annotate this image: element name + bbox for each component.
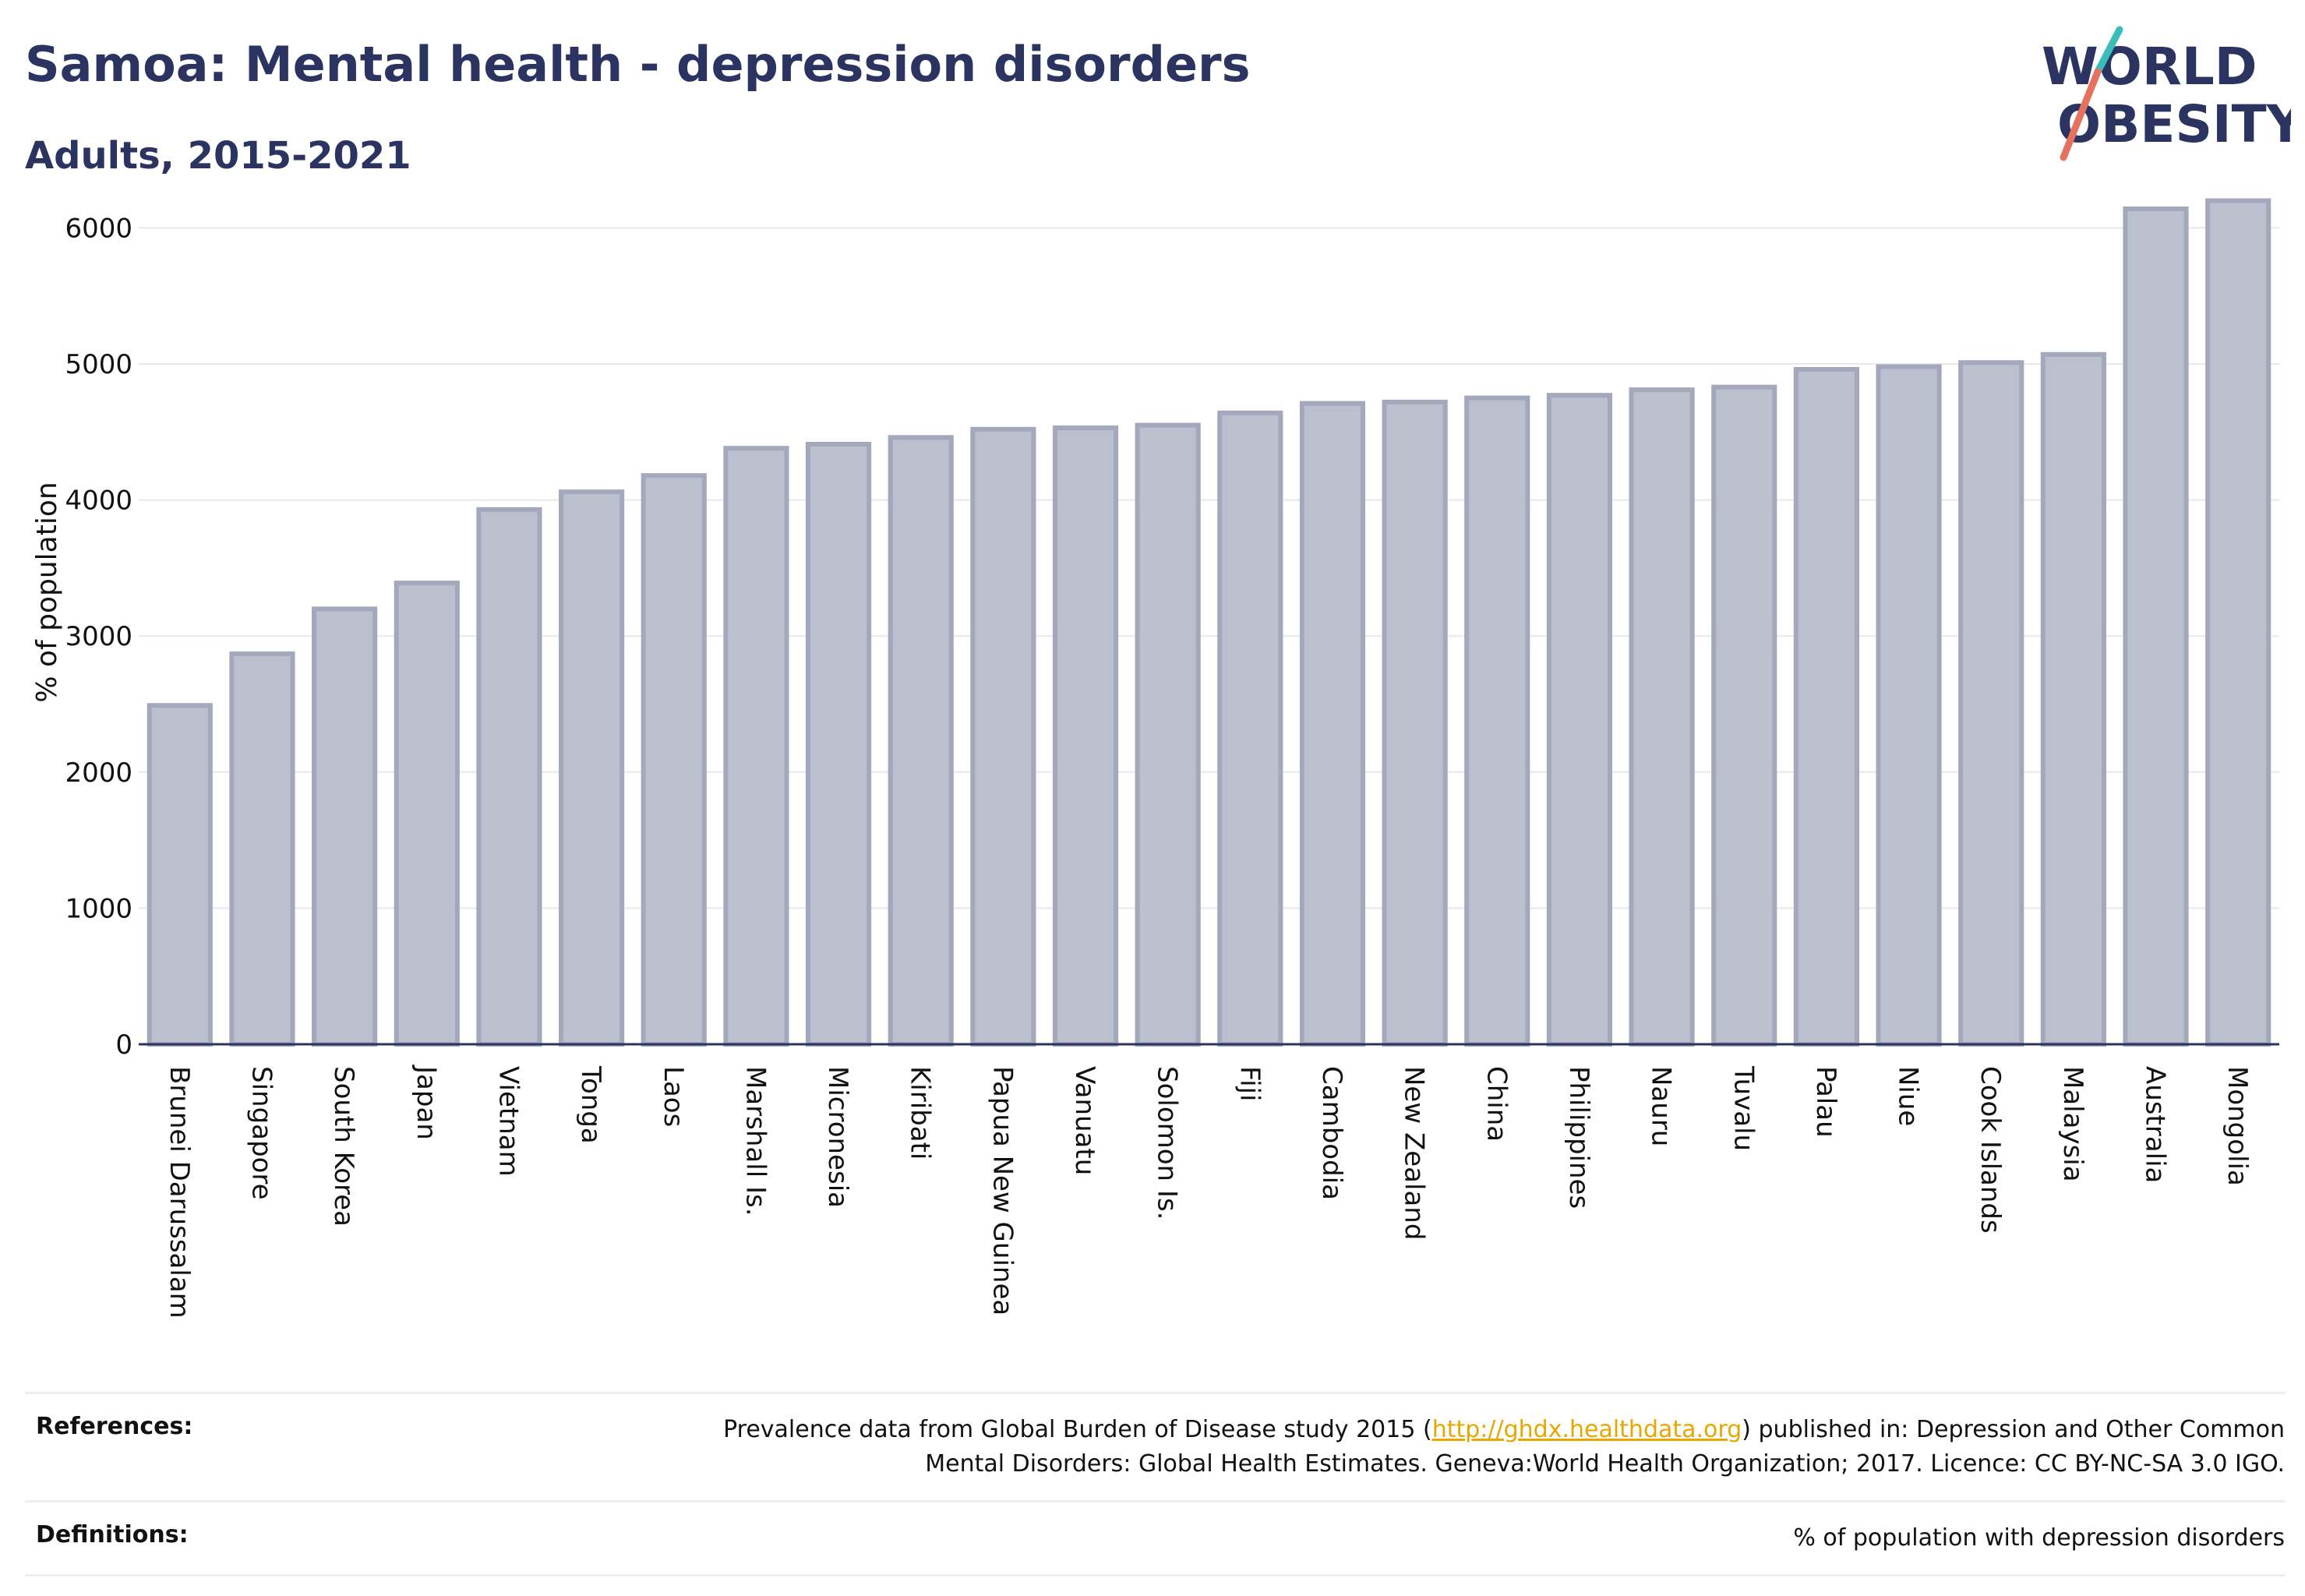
references-post: ) published in: Depression and Other Com… bbox=[1742, 1416, 2285, 1443]
y-tick-label: 2000 bbox=[65, 757, 132, 789]
references-row: References: Prevalence data from Global … bbox=[25, 1392, 2285, 1500]
x-tick-label: Nauru bbox=[1646, 1066, 1677, 1146]
x-tick-label: Solomon Is. bbox=[1152, 1066, 1183, 1220]
x-tick-label: Papua New Guinea bbox=[987, 1066, 1018, 1315]
x-tick-label: Australia bbox=[2140, 1066, 2171, 1183]
references-line2: Mental Disorders: Global Health Estimate… bbox=[925, 1450, 2285, 1478]
x-tick-label: Marshall Is. bbox=[740, 1066, 771, 1216]
x-tick-label: Micronesia bbox=[822, 1066, 853, 1208]
logo-line2: OBESITY bbox=[2057, 94, 2291, 154]
x-axis-labels: Brunei Darussalam Singapore South Korea Jap… bbox=[164, 1065, 2253, 1319]
bar bbox=[394, 581, 460, 1047]
bar bbox=[1958, 360, 2024, 1047]
y-tick-label: 6000 bbox=[65, 213, 132, 244]
bar bbox=[970, 426, 1036, 1047]
gridlines bbox=[139, 227, 2279, 909]
x-tick-label: Philippines bbox=[1563, 1066, 1594, 1209]
references-link[interactable]: http://ghdx.healthdata.org bbox=[1431, 1416, 1742, 1443]
x-tick-label: Kiribati bbox=[905, 1066, 936, 1160]
x-tick-label: Tuvalu bbox=[1728, 1065, 1759, 1151]
y-axis-ticks: 0 1000 2000 3000 4000 5000 6000 bbox=[65, 213, 132, 1061]
x-tick-label: Cambodia bbox=[1316, 1066, 1347, 1200]
bar bbox=[2040, 351, 2106, 1047]
y-tick-label: 5000 bbox=[65, 349, 132, 380]
definitions-row: Definitions: % of population with depres… bbox=[25, 1500, 2285, 1577]
bar bbox=[641, 473, 707, 1047]
x-tick-label: Japan bbox=[411, 1065, 442, 1140]
bar bbox=[1876, 364, 1942, 1047]
x-tick-label: Palau bbox=[1810, 1066, 1841, 1138]
bars bbox=[146, 198, 2271, 1047]
bar bbox=[1135, 422, 1201, 1047]
bar bbox=[1299, 401, 1366, 1047]
bar bbox=[888, 435, 954, 1047]
logo-slash-teal-icon bbox=[2094, 26, 2123, 76]
definitions-label: Definitions: bbox=[36, 1521, 189, 1548]
logo-line1: WORLD bbox=[2042, 37, 2257, 97]
bar bbox=[1711, 384, 1777, 1047]
y-axis-label: % of population bbox=[31, 482, 63, 702]
bar bbox=[559, 489, 625, 1047]
references-text: Prevalence data from Global Burden of Di… bbox=[723, 1413, 2285, 1481]
bar bbox=[805, 442, 872, 1047]
bar bbox=[229, 651, 295, 1047]
x-tick-label: Vietnam bbox=[492, 1066, 524, 1177]
world-obesity-logo: WORLD OBESITY bbox=[2042, 26, 2291, 161]
bar bbox=[312, 606, 378, 1047]
bar bbox=[1217, 410, 1283, 1047]
bar bbox=[1793, 366, 1859, 1047]
x-tick-label: China bbox=[1481, 1066, 1512, 1142]
x-tick-label: Cook Islands bbox=[1975, 1066, 2006, 1234]
x-tick-label: Vanuatu bbox=[1069, 1066, 1100, 1175]
bar bbox=[476, 507, 542, 1047]
x-tick-label: South Korea bbox=[328, 1066, 359, 1227]
x-tick-label: Malaysia bbox=[2057, 1066, 2088, 1182]
bar bbox=[2123, 206, 2189, 1047]
x-tick-label: Brunei Darussalam bbox=[164, 1066, 195, 1319]
bar bbox=[723, 446, 789, 1047]
y-tick-label: 4000 bbox=[65, 486, 132, 517]
y-tick-label: 0 bbox=[115, 1029, 132, 1061]
x-tick-label: Fiji bbox=[1234, 1066, 1265, 1101]
bar bbox=[1382, 399, 1448, 1047]
references-pre: Prevalence data from Global Burden of Di… bbox=[723, 1416, 1432, 1443]
bar bbox=[1546, 393, 1613, 1047]
bar bbox=[146, 703, 213, 1047]
chart-title: Samoa: Mental health - depression disord… bbox=[25, 36, 1251, 93]
x-tick-label: Mongolia bbox=[2222, 1066, 2253, 1186]
bar bbox=[1629, 387, 1695, 1047]
x-tick-label: Singapore bbox=[245, 1066, 277, 1200]
y-tick-label: 3000 bbox=[65, 621, 132, 652]
chart-subtitle: Adults, 2015-2021 bbox=[25, 134, 411, 178]
bar bbox=[1464, 395, 1530, 1047]
definitions-text: % of population with depression disorder… bbox=[1793, 1524, 2285, 1552]
bar bbox=[1052, 425, 1119, 1047]
x-tick-label: New Zealand bbox=[1399, 1066, 1430, 1240]
x-tick-label: Niue bbox=[1893, 1066, 1924, 1126]
references-label: References: bbox=[36, 1413, 193, 1440]
x-tick-label: Laos bbox=[658, 1066, 689, 1127]
x-tick-label: Tonga bbox=[575, 1065, 606, 1144]
footer: References: Prevalence data from Global … bbox=[25, 1392, 2285, 1577]
bar bbox=[2205, 198, 2271, 1047]
bar-chart: 0 1000 2000 3000 4000 5000 6000 Brunei Darussa… bbox=[31, 198, 2279, 1319]
logo-slash-red-icon bbox=[2060, 68, 2102, 161]
y-tick-label: 1000 bbox=[65, 893, 132, 924]
